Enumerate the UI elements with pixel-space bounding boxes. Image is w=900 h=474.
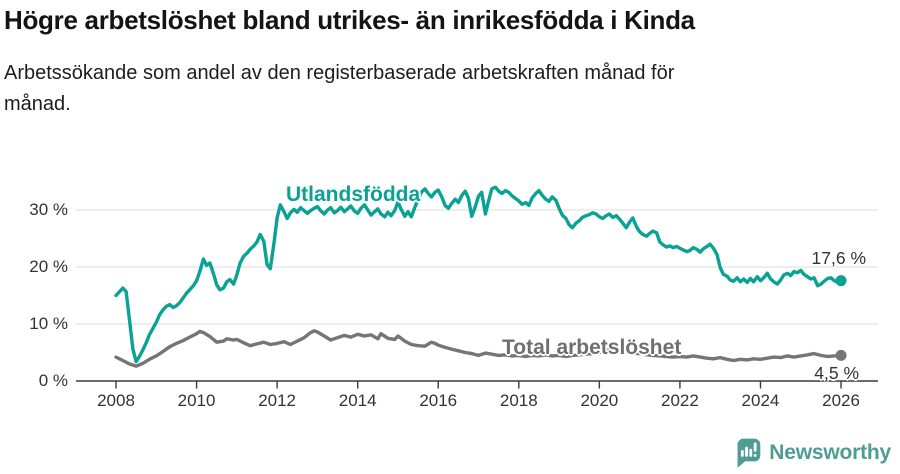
x-axis-label-2016: 2016: [419, 391, 458, 410]
x-axis-label-2022: 2022: [660, 391, 699, 410]
end-value-label-utlandsfodda: 17,6 %: [811, 248, 866, 268]
y-axis-label-20: 20 %: [29, 257, 68, 276]
series-line-0: [114, 185, 843, 364]
newsworthy-logo[interactable]: Newsworthy: [735, 437, 891, 469]
x-axis-label-2018: 2018: [499, 391, 538, 410]
series-label-total-arbetsloshet: Total arbetslöshet: [502, 336, 682, 359]
x-axis-label-2008: 2008: [97, 391, 135, 410]
y-axis-label-10: 10 %: [29, 314, 68, 333]
x-axis-label-2020: 2020: [580, 391, 619, 410]
end-value-label-total: 4,5 %: [814, 363, 859, 383]
series-label-utlandsfodda: Utlandsfödda: [286, 183, 421, 206]
chart-title: Högre arbetslöshet bland utrikes- än inr…: [4, 5, 695, 35]
x-axis-label-2010: 2010: [177, 391, 216, 410]
x-axis-label-2014: 2014: [338, 391, 377, 410]
x-axis-label-2026: 2026: [822, 391, 860, 410]
x-axis-label-2024: 2024: [741, 391, 780, 410]
x-axis-label-2012: 2012: [258, 391, 297, 410]
series-end-dot-1: [835, 349, 847, 361]
chart-subtitle: Arbetssökande som andel av den registerb…: [4, 58, 674, 120]
newsworthy-bubble-chart-icon: [737, 438, 761, 468]
series-end-dot-0: [835, 275, 847, 287]
series-line-1: [114, 329, 843, 368]
y-axis-label-0: 0 %: [38, 371, 68, 390]
y-axis-label-30: 30 %: [29, 200, 68, 219]
chart-subtitle-line2: månad.: [4, 93, 71, 115]
chart-subtitle-line1: Arbetssökande som andel av den registerb…: [4, 62, 675, 84]
newsworthy-wordmark: Newsworthy: [769, 441, 891, 464]
